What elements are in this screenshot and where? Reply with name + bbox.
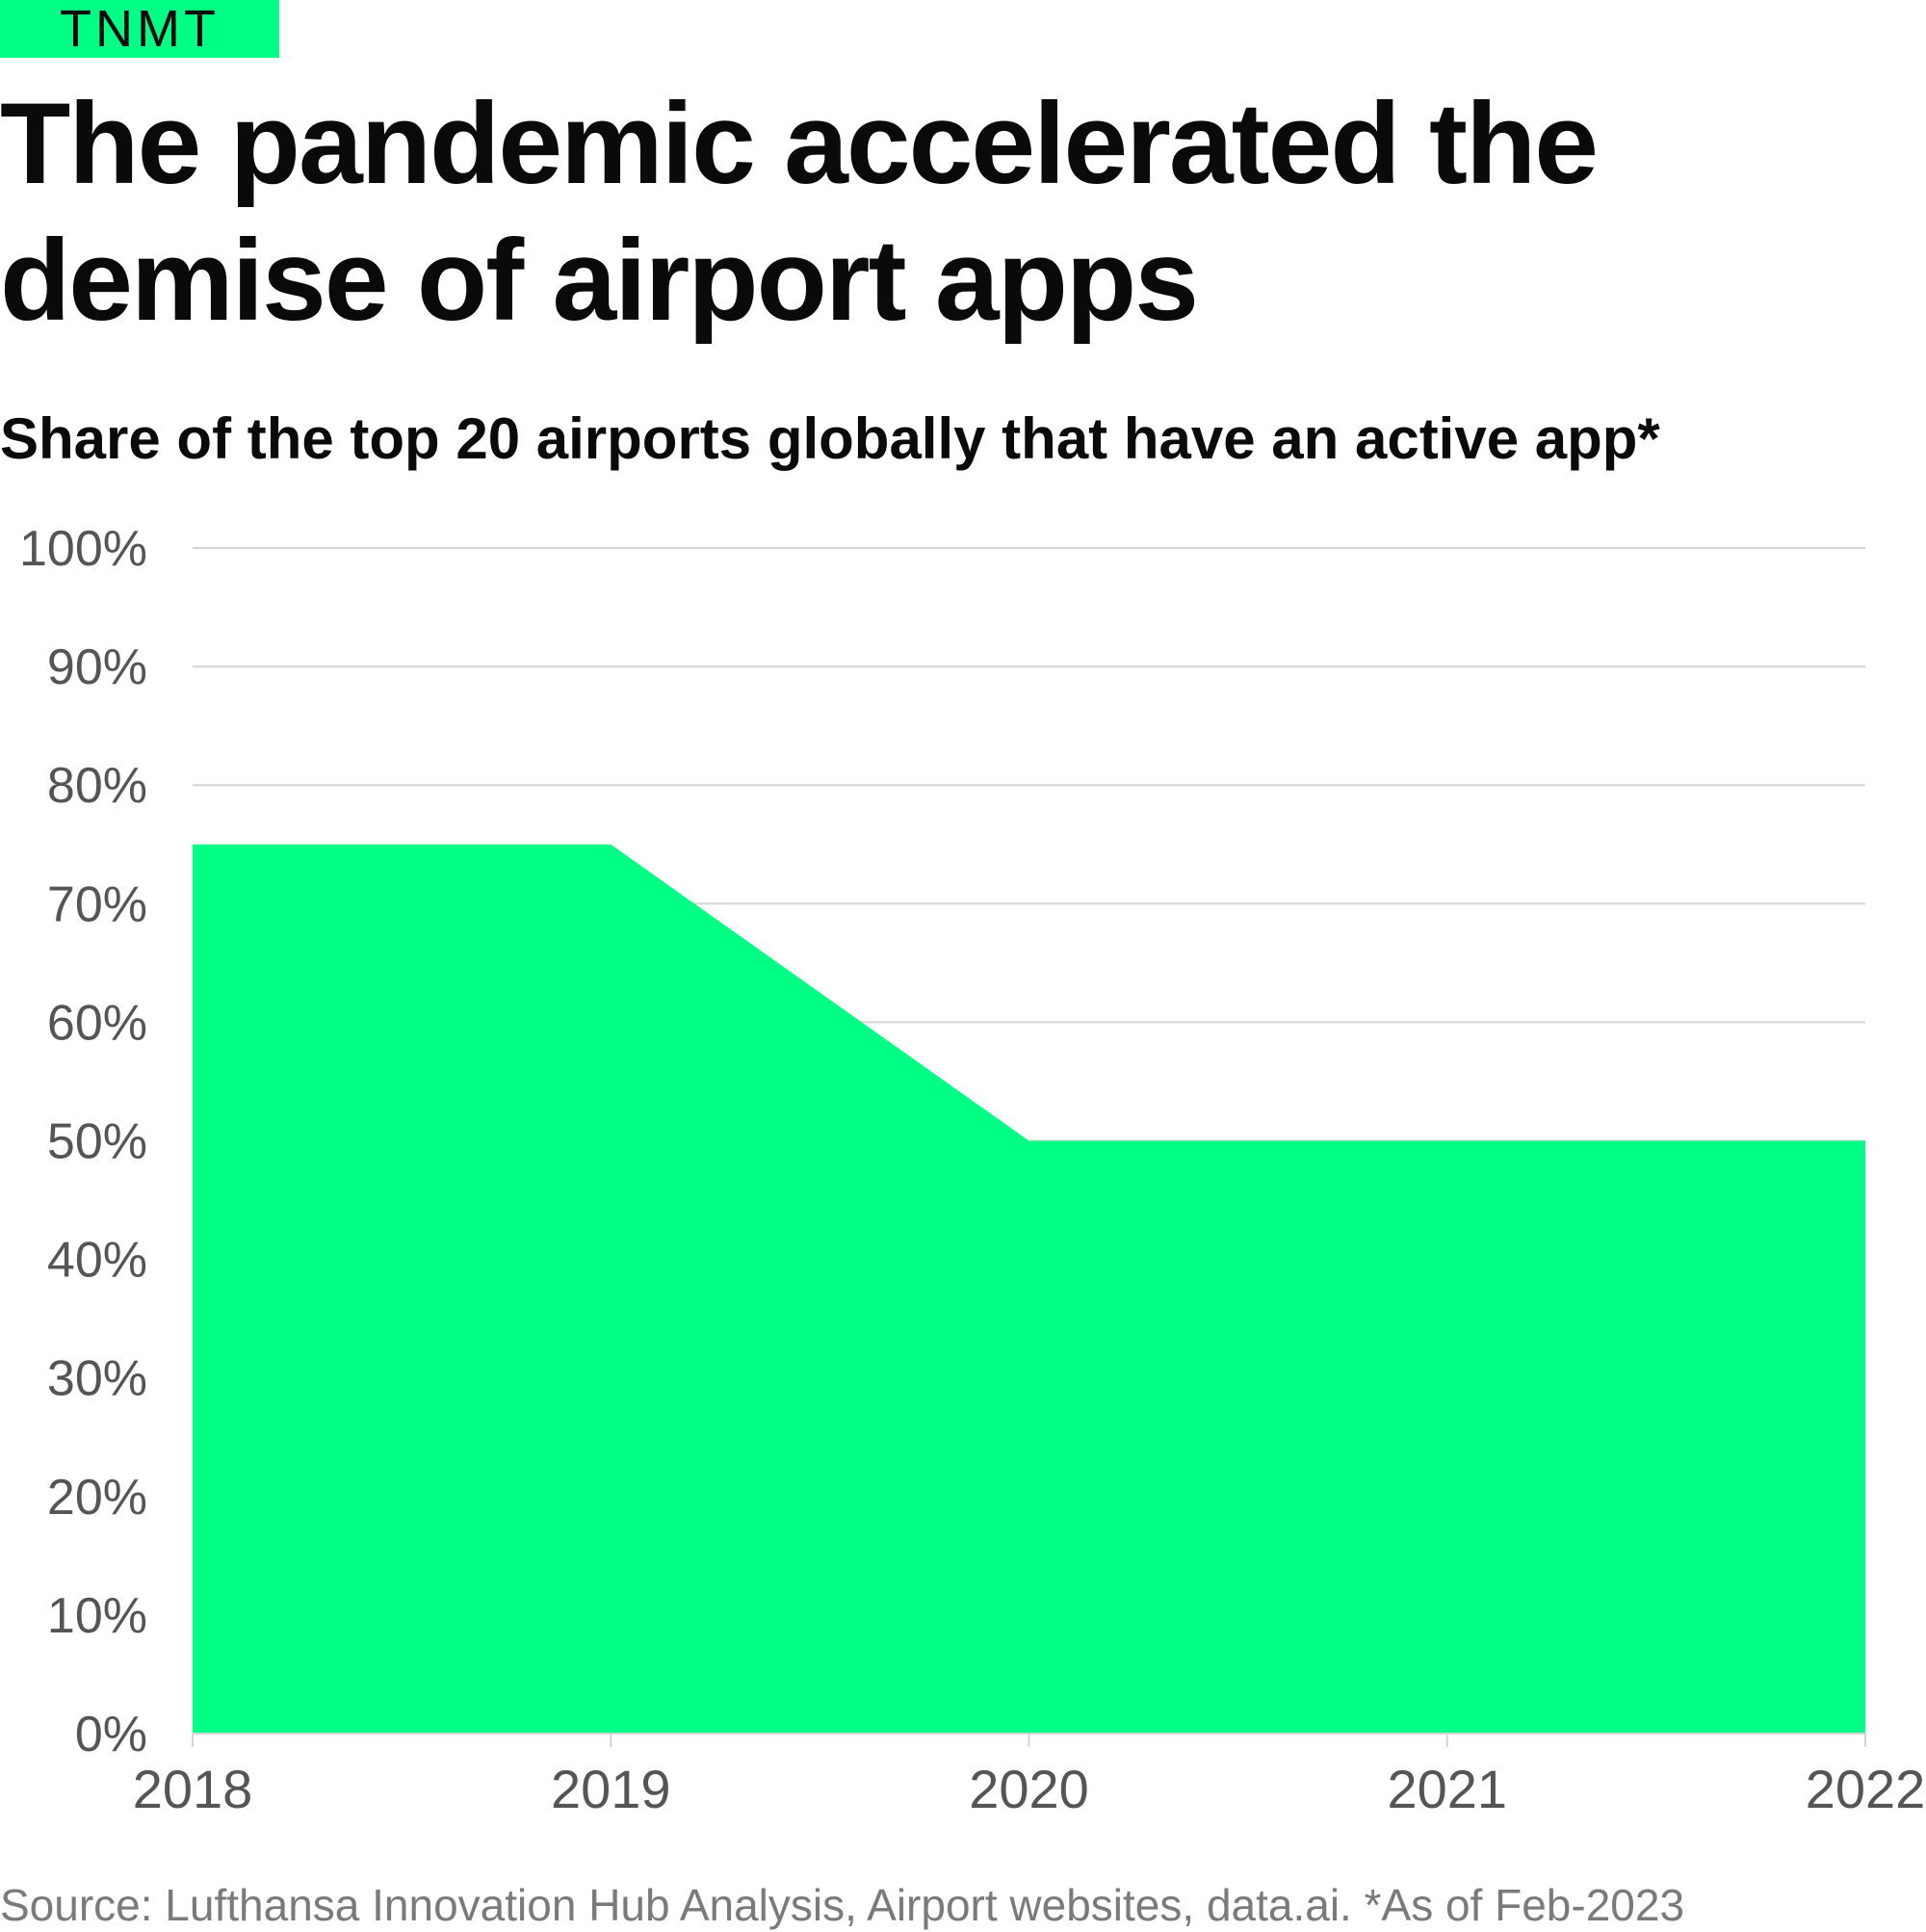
area-fill [193, 844, 1865, 1734]
x-tick-label: 2022 [1806, 1759, 1926, 1819]
y-tick-label: 90% [47, 640, 147, 695]
y-tick-label: 50% [47, 1114, 147, 1170]
chart-subtitle: Share of the top 20 airports globally th… [0, 406, 1660, 471]
x-tick-label: 2019 [551, 1759, 671, 1819]
x-tick-label: 2021 [1387, 1759, 1507, 1819]
chart-title: The pandemic accelerated the demise of a… [0, 79, 1599, 345]
y-tick-label: 10% [47, 1588, 147, 1644]
y-tick-label: 0% [75, 1707, 147, 1762]
x-tick-label: 2020 [969, 1759, 1089, 1819]
source-note: Source: Lufthansa Innovation Hub Analysi… [0, 1880, 1685, 1930]
y-tick-label: 30% [47, 1351, 147, 1407]
y-tick-label: 60% [47, 995, 147, 1051]
y-tick-label: 40% [47, 1233, 147, 1289]
area-series [193, 844, 1865, 1734]
y-tick-label: 100% [19, 521, 147, 577]
brand-logo-text: TNMT [60, 0, 220, 58]
y-tick-label: 70% [47, 876, 147, 932]
x-axis-labels: 2018 2019 2020 2021 2022 [133, 1759, 1926, 1819]
x-tick-label: 2018 [133, 1759, 253, 1819]
y-tick-label: 20% [47, 1470, 147, 1526]
y-tick-label: 80% [47, 758, 147, 814]
area-chart: 0%10%20%30%40%50%60%70%80%90%100% 2018 20… [19, 521, 1926, 1819]
y-axis-labels: 0% 10% 20% 30% 40% 50% 60% 70% 80% 90% 100% [19, 521, 147, 1762]
x-axis [192, 1733, 1866, 1747]
brand-logo: TNMT [0, 0, 279, 58]
